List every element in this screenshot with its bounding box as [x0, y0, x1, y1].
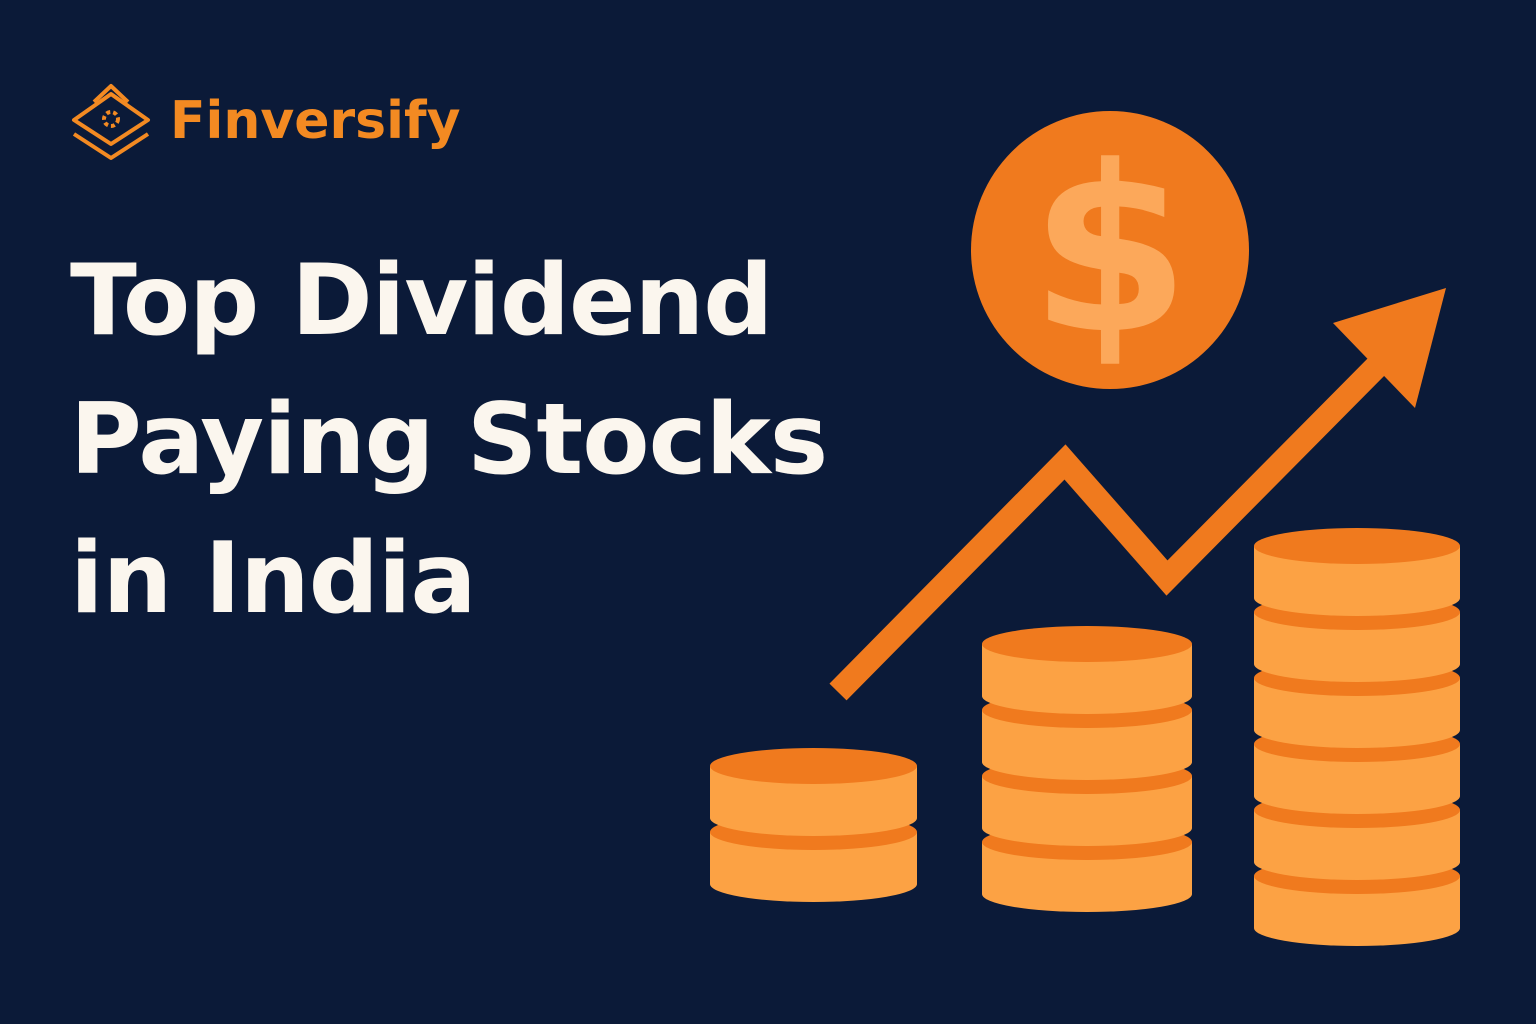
brand-name: Finversify	[170, 91, 461, 151]
title-line-1: Top Dividend	[70, 244, 773, 358]
coin	[710, 748, 917, 836]
stacked-layers-logo-icon	[72, 84, 150, 160]
page-title: Top Dividend Paying Stocks in India	[70, 232, 828, 649]
coin	[1254, 594, 1460, 682]
title-line-2: Paying Stocks	[70, 383, 828, 497]
coin	[1254, 528, 1460, 616]
coin-stack	[982, 626, 1192, 912]
trend-arrow-icon	[829, 288, 1446, 701]
coin-stacks-icon	[710, 528, 1460, 946]
dollar-coin-icon: $	[971, 111, 1249, 389]
coin-stack	[710, 748, 917, 902]
coin-stack	[1254, 528, 1460, 946]
brand-logo: Finversify	[70, 80, 460, 162]
coin	[982, 626, 1192, 714]
title-line-3: in India	[70, 522, 477, 636]
coin-symbol: $	[1030, 118, 1190, 385]
